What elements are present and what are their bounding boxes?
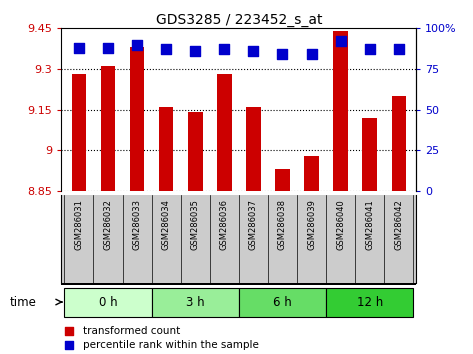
- Text: GSM286035: GSM286035: [191, 199, 200, 250]
- Text: GSM286040: GSM286040: [336, 199, 345, 250]
- Bar: [152, 288, 239, 317]
- Bar: [362, 118, 377, 191]
- Point: [65, 342, 72, 348]
- Text: time: time: [9, 296, 36, 309]
- Point: [65, 328, 72, 334]
- Text: transformed count: transformed count: [83, 326, 180, 336]
- Point: [366, 47, 374, 52]
- Point: [75, 45, 83, 51]
- Text: GSM286039: GSM286039: [307, 199, 316, 250]
- Text: 0 h: 0 h: [99, 296, 117, 309]
- Text: GSM286036: GSM286036: [220, 199, 229, 250]
- Point: [104, 45, 112, 51]
- Text: percentile rank within the sample: percentile rank within the sample: [83, 340, 259, 350]
- Bar: [304, 156, 319, 191]
- Bar: [239, 288, 326, 317]
- Text: GSM286037: GSM286037: [249, 199, 258, 250]
- Bar: [217, 74, 232, 191]
- Bar: [72, 74, 86, 191]
- Bar: [275, 170, 290, 191]
- Text: 12 h: 12 h: [357, 296, 383, 309]
- Bar: [326, 288, 413, 317]
- Bar: [130, 47, 144, 191]
- Bar: [101, 66, 115, 191]
- Point: [337, 39, 344, 44]
- Point: [192, 48, 199, 54]
- Point: [162, 47, 170, 52]
- Text: GSM286033: GSM286033: [132, 199, 141, 250]
- Point: [220, 47, 228, 52]
- Bar: [188, 113, 202, 191]
- Bar: [159, 107, 174, 191]
- Text: GSM286038: GSM286038: [278, 199, 287, 250]
- Text: GSM286032: GSM286032: [104, 199, 113, 250]
- Text: GSM286041: GSM286041: [365, 199, 374, 250]
- Bar: [246, 107, 261, 191]
- Point: [395, 47, 403, 52]
- Bar: [64, 288, 152, 317]
- Point: [250, 48, 257, 54]
- Text: GSM286034: GSM286034: [162, 199, 171, 250]
- Text: 3 h: 3 h: [186, 296, 204, 309]
- Point: [308, 52, 315, 57]
- Text: GSM286042: GSM286042: [394, 199, 403, 250]
- Point: [133, 42, 141, 47]
- Text: 6 h: 6 h: [273, 296, 292, 309]
- Text: GSM286031: GSM286031: [74, 199, 83, 250]
- Title: GDS3285 / 223452_s_at: GDS3285 / 223452_s_at: [156, 13, 322, 27]
- Bar: [392, 96, 406, 191]
- Point: [279, 52, 286, 57]
- Bar: [333, 31, 348, 191]
